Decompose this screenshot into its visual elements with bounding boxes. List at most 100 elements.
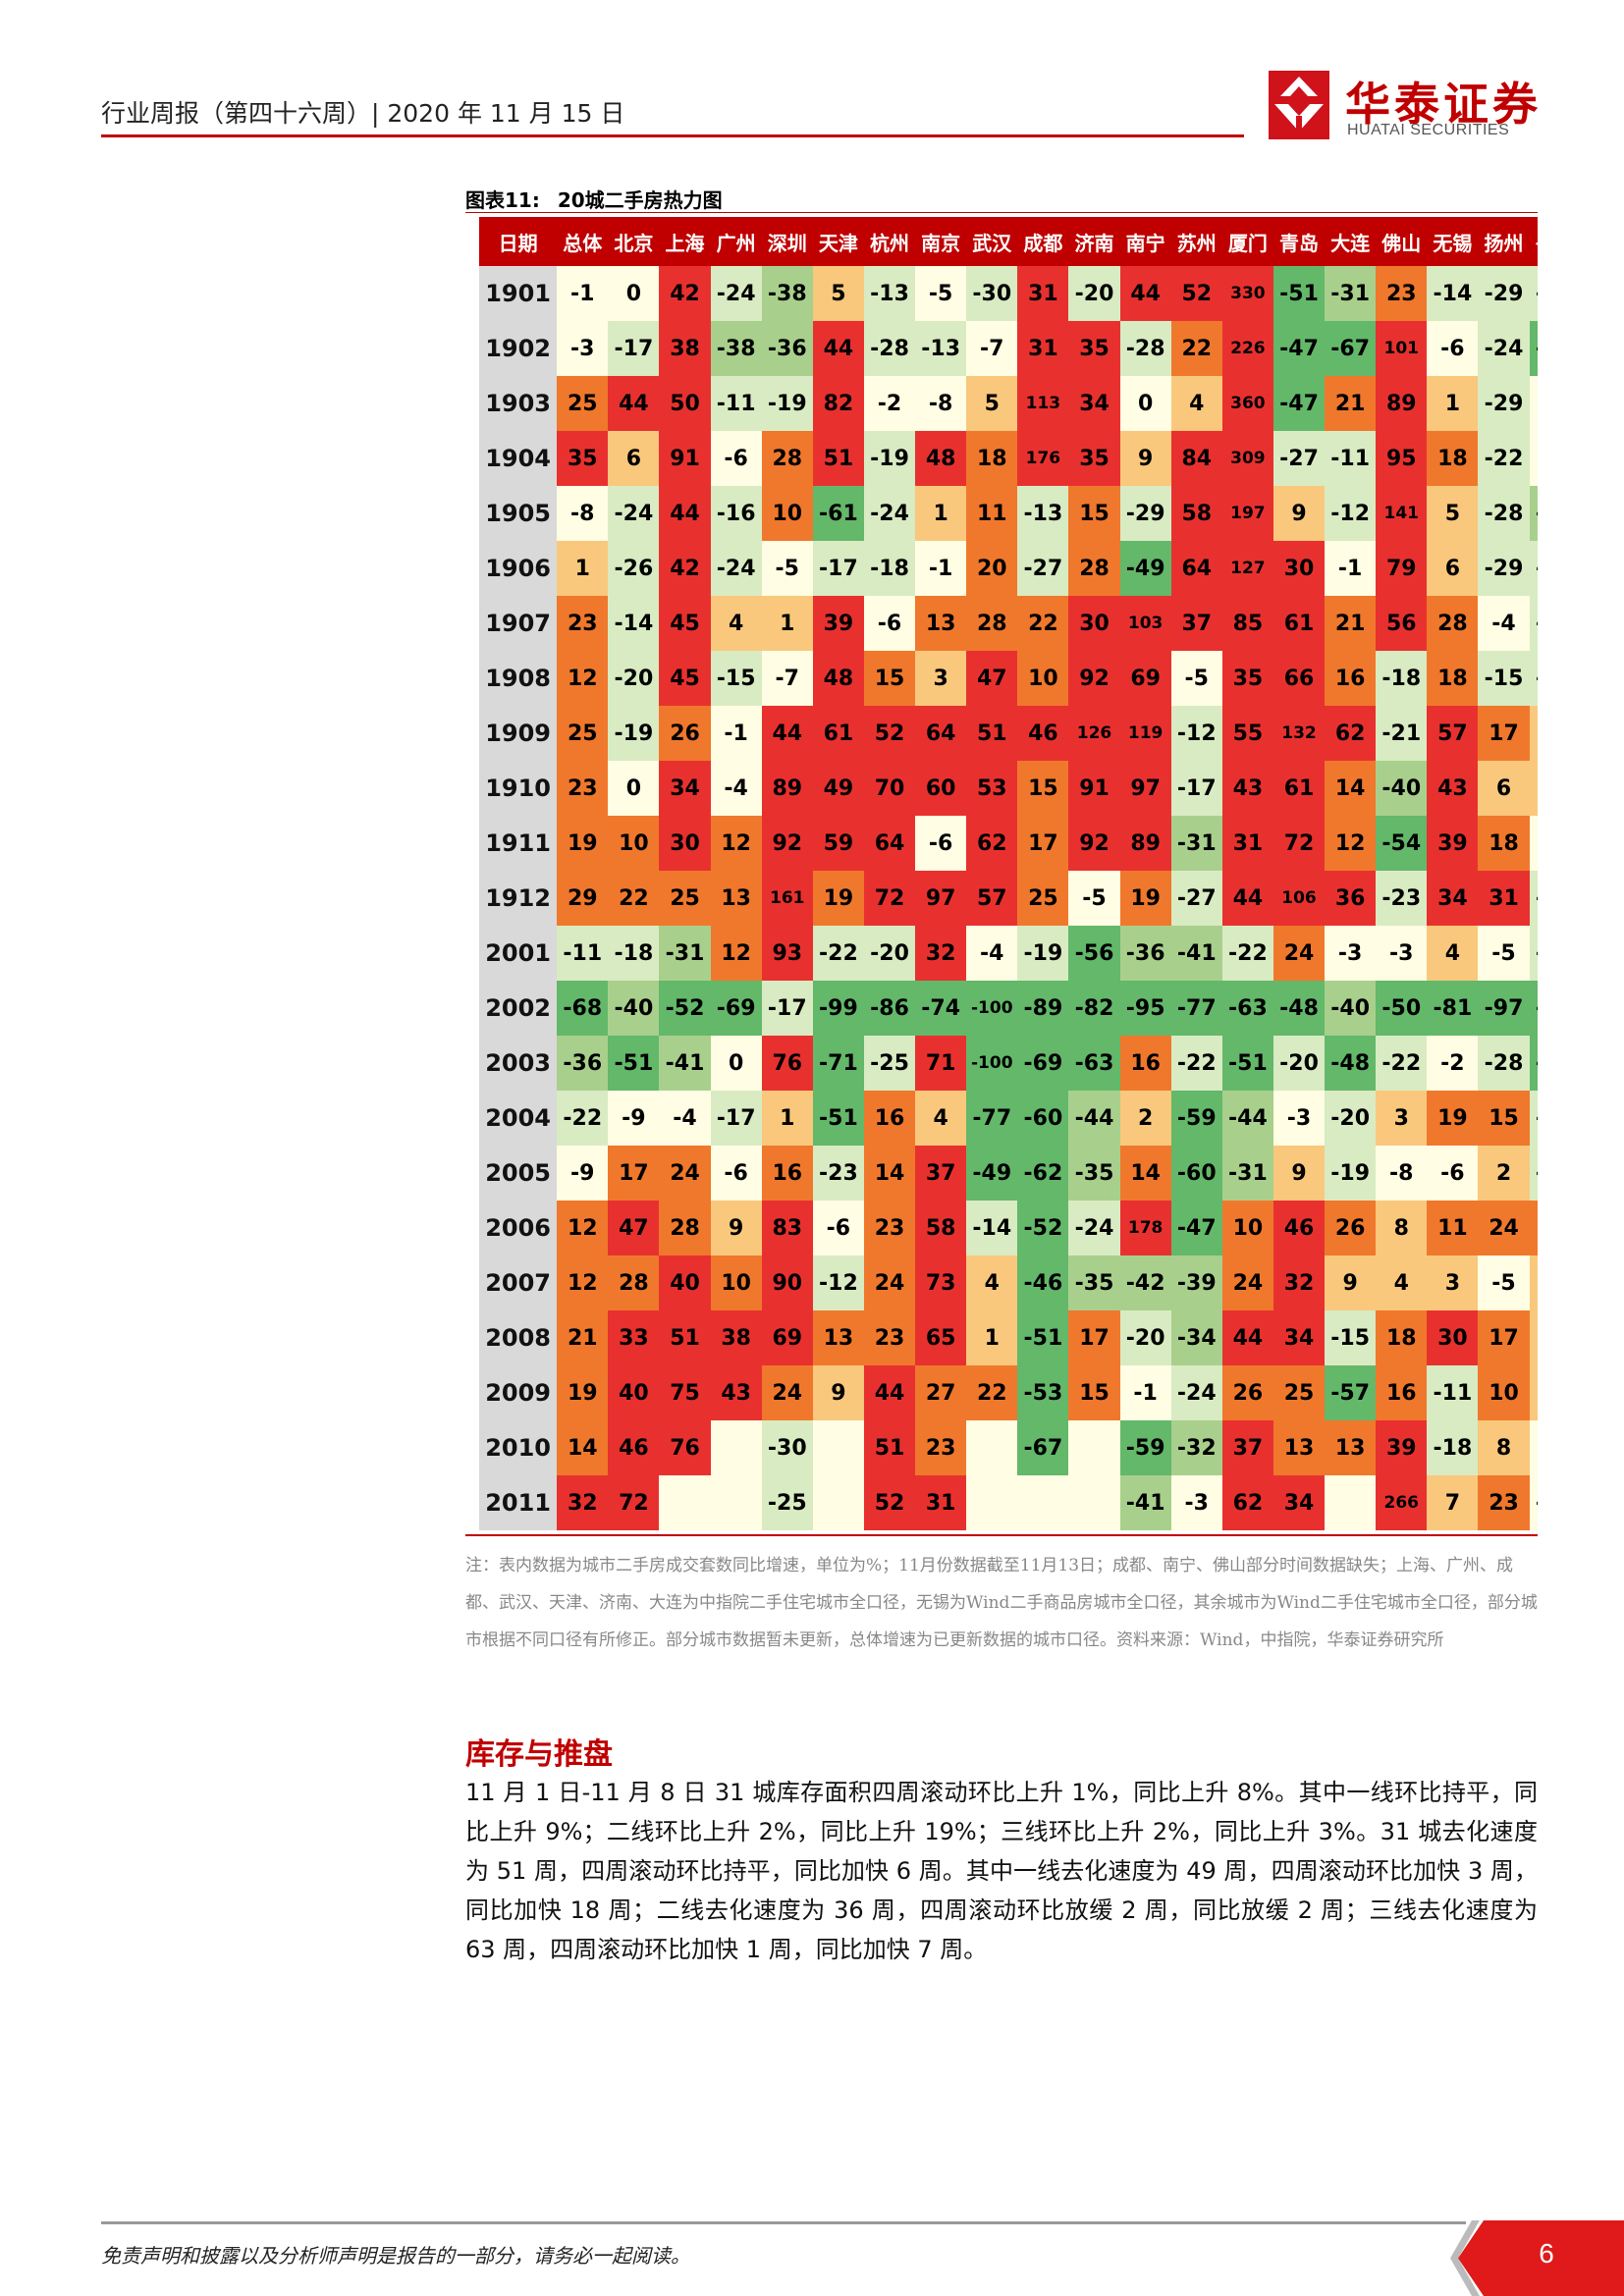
heat-cell: 1 [915, 486, 967, 541]
heat-cell: -68 [557, 981, 609, 1036]
heat-cell [1325, 1475, 1377, 1530]
heatmap-table: 日期 总体 北京 上海 广州 深圳 天津 杭州 南京 武汉 成都 济南 南宁 苏州 厦门 青岛 大连 佛山 无锡 扬州… [479, 217, 1538, 1530]
heat-cell: 34 [1427, 871, 1479, 926]
heat-cell: 10 [710, 1255, 762, 1310]
heat-cell: -6 [1427, 1146, 1479, 1201]
heat-cell: 176 [1017, 431, 1069, 486]
heat-cell: 21 [1325, 376, 1377, 431]
heat-cell: -81 [1427, 981, 1479, 1036]
heat-cell: -14 [1529, 596, 1538, 651]
heat-cell: 42 [659, 266, 711, 321]
table-row: 1911 19 10 30 12 92 59 64 -6 62 17 92 89 -31 31 72 12 -54… [479, 816, 1538, 871]
column-header: 天津 [812, 217, 864, 266]
heat-cell [966, 1420, 1018, 1475]
heat-cell: 24 [1272, 926, 1326, 981]
heat-cell: 45 [659, 596, 711, 651]
table-row: 2001 -11 -18 -31 12 93 -22 -20 32 -4 -19 -56 -36 -41-… [479, 926, 1538, 981]
date-cell: 2011 [479, 1475, 558, 1530]
heat-cell: 89 [761, 761, 813, 816]
heat-cell: 60 [915, 761, 967, 816]
heat-cell: -95 [1119, 981, 1171, 1036]
heat-cell: 31 [1478, 871, 1530, 926]
heat-cell: -26 [608, 541, 660, 596]
date-cell: 2003 [479, 1036, 558, 1091]
heat-cell: 178 [1119, 1201, 1171, 1255]
heat-cell: 141 [1376, 486, 1428, 541]
date-cell: 1911 [479, 816, 558, 871]
heat-cell: 38 [659, 321, 711, 376]
heat-cell: 330 [1221, 266, 1273, 321]
heat-cell: 25 [659, 871, 711, 926]
heat-cell: -9 [557, 1146, 609, 1201]
heat-cell: 4 [710, 596, 762, 651]
heat-cell: 28 [761, 431, 813, 486]
heat-cell: 28 [966, 596, 1018, 651]
heat-cell: 113 [1017, 376, 1069, 431]
date-cell: 2010 [479, 1420, 558, 1475]
heat-cell: 126 [1068, 706, 1120, 761]
heat-cell: 90 [761, 1255, 813, 1310]
heat-cell: 48 [812, 651, 864, 706]
heat-cell: -6 [710, 431, 762, 486]
heat-cell [1068, 1475, 1120, 1530]
heat-cell: 70 [863, 761, 916, 816]
heat-cell: 24 [1478, 1201, 1530, 1255]
heat-cell: 52 [1170, 266, 1222, 321]
heat-cell: 0 [1119, 376, 1171, 431]
column-header: 成都 [1017, 217, 1069, 266]
column-header: 武汉 [966, 217, 1018, 266]
heat-cell: -22 [1221, 926, 1273, 981]
heat-cell: -40 [1376, 761, 1428, 816]
heat-cell: 0 [710, 1036, 762, 1091]
date-cell: 1901 [479, 266, 558, 321]
heat-cell: 55 [1221, 706, 1273, 761]
heat-cell: -7 [966, 321, 1018, 376]
heat-cell: 45 [659, 651, 711, 706]
heat-cell: -47 [1272, 321, 1326, 376]
heat-cell: 2 [1478, 1146, 1530, 1201]
heat-cell: 51 [659, 1310, 711, 1365]
heat-cell: 52 [863, 1475, 916, 1530]
heat-cell: -29 [1478, 541, 1530, 596]
heat-cell: 11 [966, 486, 1018, 541]
heat-cell: 16 [863, 1091, 916, 1146]
table-row: 1908 12 -20 45 -15 -7 48 15 3 47 10 92 69 -5 35 66 16 -18… [479, 651, 1538, 706]
heat-cell: 21 [1325, 596, 1377, 651]
heat-cell: 14 [863, 1146, 916, 1201]
heat-cell: -11 [710, 376, 762, 431]
heat-cell: 79 [1376, 541, 1428, 596]
heat-cell: -38 [710, 321, 762, 376]
heat-cell: -18 [1427, 1420, 1479, 1475]
date-cell: 2006 [479, 1201, 558, 1255]
heat-cell: -24 [608, 486, 660, 541]
table-row: 2006 12 47 28 9 83 -6 23 58 -14 -52 -24 178 -47 10 46 26… [479, 1201, 1538, 1255]
heat-cell: 18 [1427, 431, 1479, 486]
heat-cell: 12 [557, 1255, 609, 1310]
heat-cell: -7 [761, 651, 813, 706]
heat-cell: -3 [1325, 926, 1377, 981]
heat-cell: -42 [1119, 1255, 1171, 1310]
heat-cell: 119 [1119, 706, 1171, 761]
heat-cell: 7 [1427, 1475, 1479, 1530]
table-row: 2004 -22 -9 -4 -17 1 -51 16 4 -77 -60 -44 2 -59 -44 -3-… [479, 1091, 1538, 1146]
date-cell: 1906 [479, 541, 558, 596]
heat-cell: 101 [1376, 321, 1428, 376]
heat-cell: 34 [1272, 1475, 1326, 1530]
heat-cell: 1 [966, 1310, 1018, 1365]
heat-cell: 76 [761, 1036, 813, 1091]
heat-cell: 51 [966, 706, 1018, 761]
heat-cell: 18 [966, 431, 1018, 486]
heat-cell: 23 [1376, 266, 1428, 321]
report-header: 行业周报（第四十六周）| 2020 年 11 月 15 日 [101, 99, 625, 128]
table-note: 注：表内数据为城市二手房成交套数同比增速，单位为%；11月份数据截至11月13日… [465, 1556, 1538, 1650]
heat-cell: 17 [1068, 1310, 1120, 1365]
heat-cell: -1 [1119, 1365, 1171, 1420]
heat-cell: -34 [1529, 486, 1538, 541]
heat-cell: 34 [659, 761, 711, 816]
heat-cell: 93 [761, 926, 813, 981]
date-cell: 1903 [479, 376, 558, 431]
date-cell: 2002 [479, 981, 558, 1036]
heat-cell: 32 [1272, 1255, 1326, 1310]
heat-cell: -19 [1325, 1146, 1377, 1201]
heat-cell: 16 [1325, 651, 1377, 706]
